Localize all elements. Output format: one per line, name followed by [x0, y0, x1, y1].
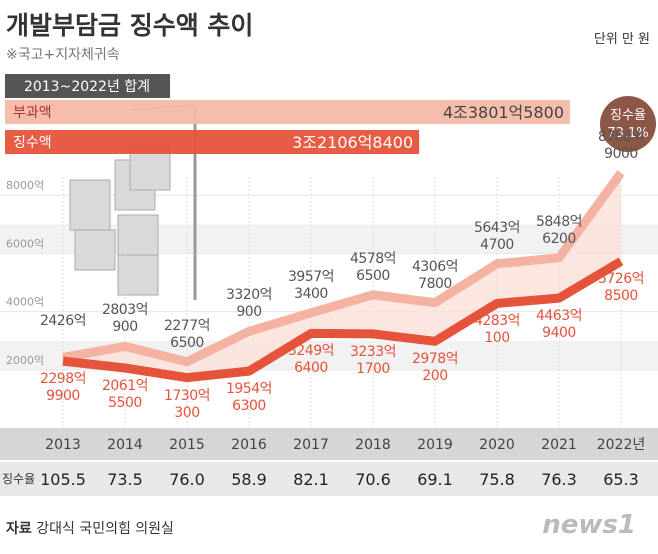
- rate-row: [0, 462, 658, 496]
- rate-value: 73.5: [107, 470, 143, 489]
- gap-area: [63, 172, 621, 378]
- summary-name: 부과액: [13, 105, 52, 121]
- summary-header: [5, 74, 170, 98]
- subtitle: ※국고+지자체귀속: [6, 47, 120, 63]
- x-tick-label: 2015: [169, 437, 205, 453]
- value-label: 3320억 900: [225, 287, 273, 321]
- x-tick-label: 2013: [45, 437, 81, 453]
- source-line: 자료 강대식 국민의힘 의원실: [6, 518, 174, 538]
- x-tick-label: 2019: [417, 437, 453, 453]
- value-label: 2277억 6500: [163, 317, 211, 351]
- value-label: 8766억 9000: [597, 128, 645, 162]
- title: 개발부담금 징수액 추이: [6, 11, 254, 40]
- value-label: 1954억 6300: [225, 381, 273, 415]
- summary-title: 2013~2022년 합계: [24, 79, 150, 95]
- value-label: 3233억 1700: [349, 343, 397, 377]
- year-row: [0, 428, 658, 460]
- x-tick-label: 2017: [293, 437, 329, 453]
- line: [62, 170, 625, 367]
- rate-value: 76.0: [169, 470, 205, 489]
- rate-value: 105.5: [40, 470, 86, 489]
- rate-value: 69.1: [417, 470, 453, 489]
- value-label: 2061억 5500: [101, 378, 149, 411]
- value-label: 5643억 4700: [473, 219, 521, 253]
- value-label: 2426억: [39, 313, 87, 330]
- rate-value: 75.8: [479, 470, 515, 489]
- source: 강대식 국민의힘 의원실: [36, 521, 174, 537]
- value-label: 1730억 300: [163, 387, 211, 421]
- unit: 단위 만 원: [593, 32, 650, 47]
- line: [62, 257, 624, 383]
- value-label: 4306억 7800: [411, 258, 459, 292]
- value-label: 3249억 6400: [287, 343, 335, 377]
- rate-value: 58.9: [231, 470, 267, 489]
- rate-circle: [600, 96, 656, 152]
- x-tick-label: 2021: [541, 437, 577, 453]
- logo: news1: [542, 510, 636, 540]
- source-label: 자료: [6, 521, 32, 537]
- value-label: 4463억 9400: [535, 308, 583, 342]
- x-tick-label: 2014: [107, 437, 143, 453]
- value-label: 5726억 8500: [597, 271, 645, 305]
- value-label: 3957억 3400: [287, 268, 335, 302]
- rate-value: 70.6: [355, 470, 391, 489]
- x-tick-label: 2018: [355, 437, 391, 453]
- rate-value: 82.1: [293, 470, 329, 489]
- y-tick-label: 4000억: [6, 296, 44, 309]
- x-tick-label: 2020: [479, 437, 515, 453]
- value-label: 4283억 100: [473, 313, 521, 347]
- x-tick-label: 2022년: [597, 437, 646, 453]
- y-tick-label: 8000억: [6, 179, 44, 192]
- value-label: 2298억 9900: [39, 371, 87, 405]
- value-label: 5848억 6200: [535, 213, 583, 247]
- rate-value: 65.3: [603, 470, 639, 489]
- value-label: 2803억 900: [101, 302, 149, 336]
- value-label: 4578억 6500: [349, 250, 397, 284]
- value-label: 2978억 200: [411, 351, 459, 385]
- summary-name: 징수액: [13, 135, 52, 151]
- summary-bar: [5, 130, 420, 154]
- rate-circle-value: 73.1%: [607, 126, 648, 141]
- summary-value: 4조3801억5800: [443, 103, 564, 122]
- x-tick-label: 2016: [231, 437, 267, 453]
- y-tick-label: 6000억: [6, 237, 44, 250]
- summary-value: 3조2106억8400: [292, 133, 413, 152]
- rate-value: 76.3: [541, 470, 577, 489]
- rate-circle-name: 징수율: [610, 108, 646, 123]
- rate-name: 징수율: [2, 472, 35, 486]
- y-tick-label: 2000억: [6, 354, 44, 367]
- summary-bar: [5, 100, 570, 124]
